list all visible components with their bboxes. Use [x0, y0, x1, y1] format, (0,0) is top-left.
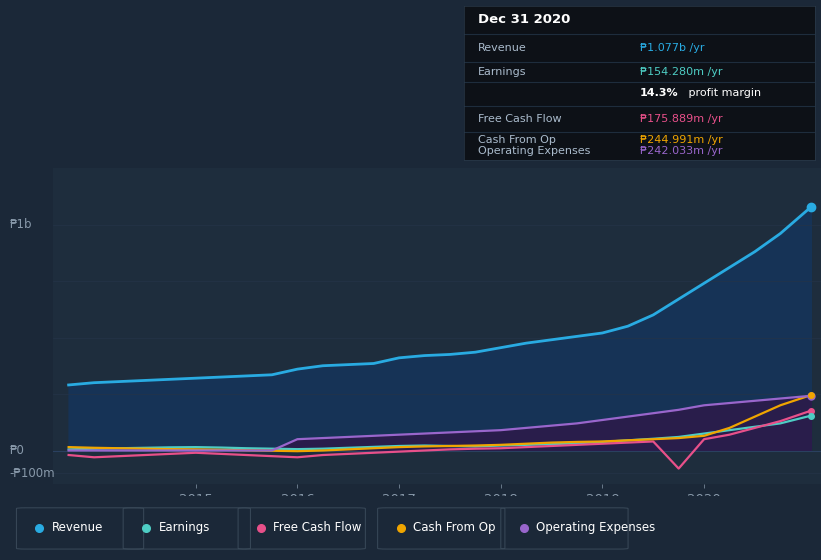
Text: Operating Expenses: Operating Expenses	[536, 521, 655, 534]
Text: Revenue: Revenue	[52, 521, 103, 534]
Text: ₱1.077b /yr: ₱1.077b /yr	[640, 43, 704, 53]
Text: Operating Expenses: Operating Expenses	[478, 146, 590, 156]
Text: Earnings: Earnings	[158, 521, 210, 534]
Text: -₱100m: -₱100m	[10, 466, 56, 479]
Text: profit margin: profit margin	[686, 88, 761, 99]
Text: Free Cash Flow: Free Cash Flow	[478, 114, 562, 124]
Text: Cash From Op: Cash From Op	[478, 134, 556, 144]
Text: Free Cash Flow: Free Cash Flow	[273, 521, 362, 534]
Text: ₱0: ₱0	[10, 444, 25, 457]
Text: ₱1b: ₱1b	[10, 218, 32, 231]
Text: ₱242.033m /yr: ₱242.033m /yr	[640, 146, 722, 156]
Text: ₱154.280m /yr: ₱154.280m /yr	[640, 67, 722, 77]
Text: Dec 31 2020: Dec 31 2020	[478, 13, 571, 26]
Text: 14.3%: 14.3%	[640, 88, 678, 99]
Text: ₱244.991m /yr: ₱244.991m /yr	[640, 134, 722, 144]
Text: Earnings: Earnings	[478, 67, 526, 77]
Text: Cash From Op: Cash From Op	[413, 521, 495, 534]
Text: ₱175.889m /yr: ₱175.889m /yr	[640, 114, 722, 124]
Text: Revenue: Revenue	[478, 43, 526, 53]
